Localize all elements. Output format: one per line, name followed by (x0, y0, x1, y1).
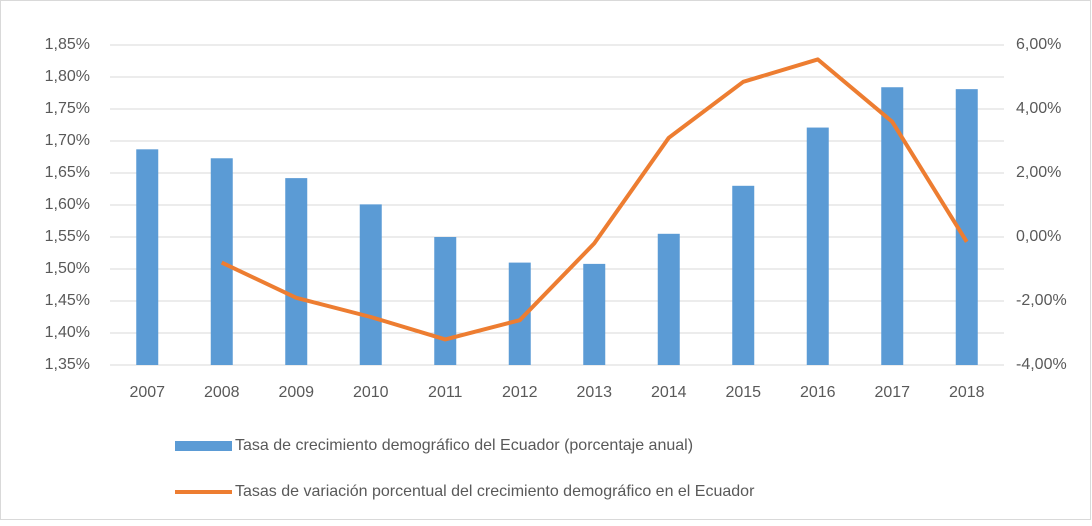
x-tick-label: 2017 (874, 384, 910, 401)
y-tick-label: 1,80% (45, 68, 90, 85)
y-tick-label: 1,70% (45, 132, 90, 149)
x-tick-label: 2010 (353, 384, 389, 401)
y-tick-label: 1,55% (45, 228, 90, 245)
x-tick-label: 2012 (502, 384, 538, 401)
bar (508, 262, 531, 365)
bar (732, 185, 755, 365)
x-tick-label: 2009 (278, 384, 314, 401)
y2-tick-label: 4,00% (1016, 100, 1061, 117)
legend-swatch (175, 441, 232, 451)
y-tick-label: 1,85% (45, 36, 90, 53)
legend-label: Tasa de crecimiento demográfico del Ecua… (235, 437, 693, 454)
bar (806, 127, 829, 365)
x-tick-label: 2016 (800, 384, 836, 401)
bar (285, 178, 308, 365)
bar (434, 237, 457, 365)
y2-tick-label: 0,00% (1016, 228, 1061, 245)
bar (881, 87, 904, 366)
bar (359, 204, 382, 365)
bar (657, 233, 680, 365)
x-tick-label: 2007 (129, 384, 165, 401)
y-tick-label: 1,60% (45, 196, 90, 213)
line (220, 57, 969, 342)
x-tick-label: 2015 (725, 384, 761, 401)
x-tick-label: 2011 (428, 384, 463, 401)
x-tick-label: 2014 (651, 384, 687, 401)
y-tick-label: 1,65% (45, 164, 90, 181)
bar (210, 158, 233, 365)
y-tick-label: 1,45% (45, 292, 90, 309)
y2-tick-label: -4,00% (1016, 356, 1067, 373)
y-tick-label: 1,40% (45, 324, 90, 341)
y-tick-label: 1,35% (45, 356, 90, 373)
y2-tick-label: -2,00% (1016, 292, 1067, 309)
bar (136, 149, 159, 365)
y2-tick-label: 2,00% (1016, 164, 1061, 181)
bar (583, 263, 606, 365)
x-tick-label: 2008 (204, 384, 240, 401)
x-tick-label: 2013 (576, 384, 612, 401)
x-tick-label: 2018 (949, 384, 985, 401)
y2-tick-label: 6,00% (1016, 36, 1061, 53)
bar (955, 89, 978, 365)
y-tick-label: 1,75% (45, 100, 90, 117)
legend-label: Tasas de variación porcentual del crecim… (235, 483, 755, 500)
y-tick-label: 1,50% (45, 260, 90, 277)
